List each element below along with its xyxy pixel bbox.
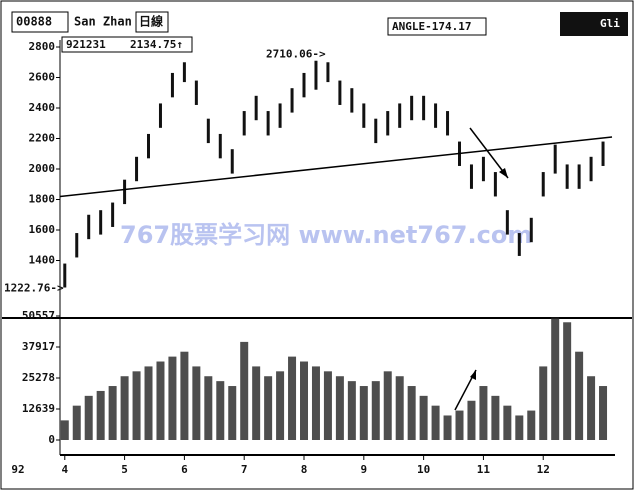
volume-bar	[264, 376, 273, 440]
volume-bar	[479, 386, 488, 440]
volume-bar	[515, 415, 524, 440]
x-tick-label: 10	[417, 463, 430, 476]
volume-bar	[431, 405, 440, 440]
period-box	[135, 11, 169, 33]
volume-bar	[335, 376, 344, 440]
volume-bar	[180, 351, 189, 440]
stock-code: 00888	[16, 15, 52, 29]
volume-bar	[359, 386, 368, 440]
volume-bar	[120, 376, 129, 440]
volume-bar	[216, 381, 225, 440]
volume-bar	[144, 366, 153, 440]
volume-bar	[288, 356, 297, 440]
volume-bar	[276, 371, 285, 440]
arrow-head	[499, 168, 508, 178]
annotation: 2710.06->	[266, 48, 326, 61]
y-tick-label: 0	[48, 433, 55, 446]
period: 日線	[139, 14, 163, 29]
volume-bar	[371, 381, 380, 440]
year-label: 92	[11, 463, 24, 476]
volume-bar	[228, 386, 237, 440]
y-tick-label: 1600	[29, 223, 56, 236]
stock-name: San Zhan	[74, 15, 132, 29]
y-tick-label: 2600	[29, 71, 56, 84]
volume-bar	[395, 376, 404, 440]
x-tick-label: 9	[361, 463, 368, 476]
volume-bar	[156, 361, 165, 440]
volume-bar	[419, 395, 428, 440]
volume-bar	[132, 371, 141, 440]
angle: ANGLE-174.17	[392, 20, 471, 33]
volume-bar	[539, 366, 548, 440]
y-tick-label: 1800	[29, 193, 56, 206]
x-tick-label: 12	[537, 463, 550, 476]
volume-bar	[599, 386, 608, 440]
price: 2134.75↑	[130, 38, 183, 51]
volume-bar	[443, 415, 452, 440]
volume-bar	[575, 351, 584, 440]
y-tick-label: 37917	[22, 340, 55, 353]
volume-bar	[347, 381, 356, 440]
volume-bar	[311, 366, 320, 440]
volume-bar	[563, 322, 572, 440]
volume-bar	[192, 366, 201, 440]
volume-bar	[84, 395, 93, 440]
arrow-head	[470, 370, 476, 380]
y-tick-label: 25278	[22, 371, 55, 384]
x-tick-label: 8	[301, 463, 308, 476]
y-tick-label: 1400	[29, 254, 56, 267]
y-tick-label: 2000	[29, 162, 56, 175]
volume-bar	[503, 405, 512, 440]
code-box	[11, 11, 69, 33]
annotation: 1222.76->	[4, 282, 64, 295]
volume-bar	[491, 395, 500, 440]
volume-bar	[60, 420, 69, 440]
volume-bar	[252, 366, 261, 440]
date: 921231	[66, 38, 106, 51]
arrow	[469, 127, 509, 179]
y-tick-label: 2800	[29, 40, 56, 53]
angle-box	[387, 17, 487, 36]
volume-bar	[527, 410, 536, 440]
x-tick-label: 7	[241, 463, 248, 476]
x-tick-label: 5	[121, 463, 128, 476]
x-tick-label: 11	[477, 463, 491, 476]
volume-bar	[300, 361, 309, 440]
volume-bar	[108, 386, 117, 440]
y-tick-label: 50557	[22, 309, 55, 322]
volume-bar	[455, 410, 464, 440]
info-box	[61, 36, 193, 53]
volume-bar	[72, 405, 81, 440]
button-label[interactable]: Gli	[600, 17, 620, 30]
volume-bar	[407, 386, 416, 440]
volume-bar	[323, 371, 332, 440]
watermark: 767股票学习网 www.net767.com	[120, 221, 532, 249]
x-tick-label: 6	[181, 463, 188, 476]
y-tick-label: 12639	[22, 402, 55, 415]
volume-bar	[240, 341, 249, 440]
volume-bar	[551, 317, 560, 440]
button[interactable]	[560, 12, 628, 36]
y-tick-label: 2400	[29, 101, 56, 114]
volume-bar	[168, 356, 177, 440]
trendline	[59, 136, 613, 198]
volume-bar	[467, 400, 476, 440]
y-tick-label: 2200	[29, 132, 56, 145]
x-tick-label: 4	[61, 463, 68, 476]
volume-bar	[204, 376, 213, 440]
volume-bar	[96, 390, 105, 440]
volume-bar	[383, 371, 392, 440]
volume-bar	[587, 376, 596, 440]
